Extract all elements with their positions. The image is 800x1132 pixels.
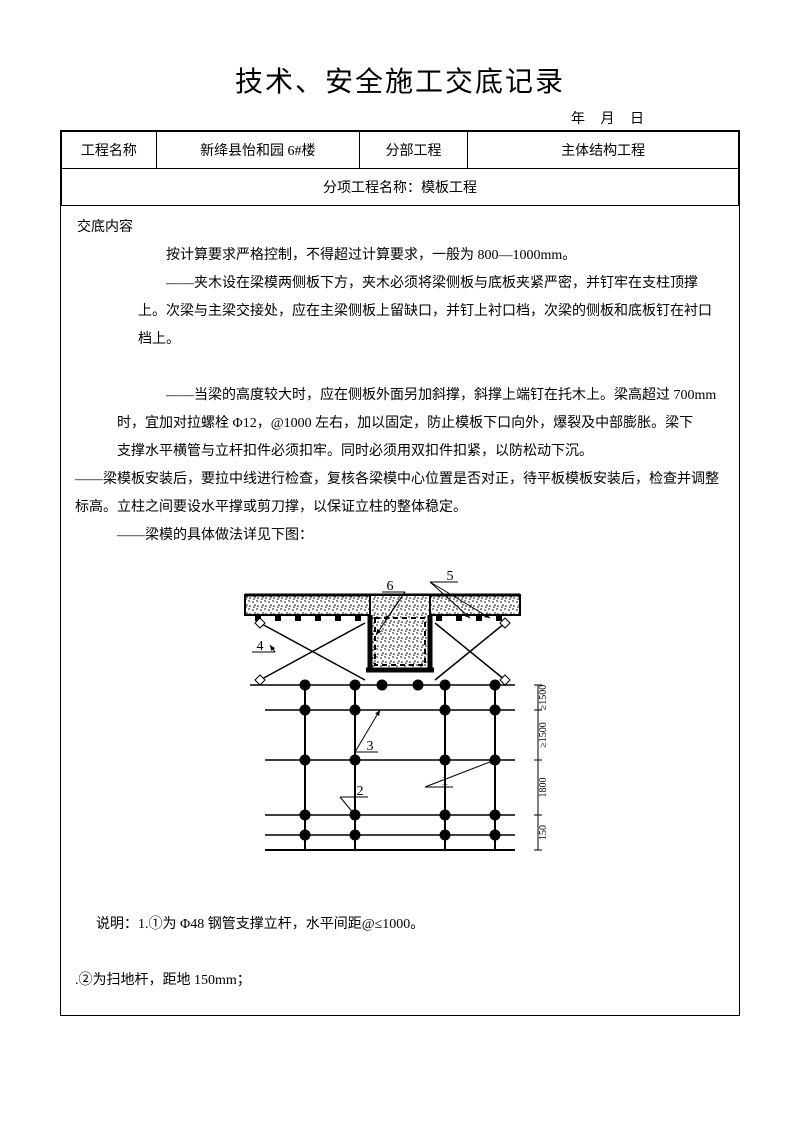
table-row: 工程名称 新绛县怡和园 6#楼 分部工程 主体结构工程 [62,132,739,169]
paragraph: 时，宜加对拉螺栓 Φ12，@1000 左右，加以固定，防止模板下口向外，爆裂及中… [75,410,725,438]
paragraph: 按计算要求严格控制，不得超过计算要求，一般为 800—1000mm。 [75,242,725,270]
paragraph: ——梁模的具体做法详见下图： [75,522,725,550]
content-label: 交底内容 [71,210,729,242]
paragraph: 支撑水平横管与立杆扣件必须扣牢。同时必须用双扣件扣紧，以防松动下沉。 [75,438,725,466]
svg-text:≥1500: ≥1500 [538,685,549,711]
paragraph: ——当梁的高度较大时，应在侧板外面另加斜撑，斜撑上端钉在托木上。梁高超过 700… [75,382,725,410]
value-project: 新绛县怡和园 6#楼 [156,132,359,169]
label-project: 工程名称 [62,132,157,169]
paragraph: ——夹木设在梁模两侧板下方，夹木必须将梁侧板与底板夹紧严密，并钉牢在支柱顶撑上。… [75,270,725,354]
page-title: 技术、安全施工交底记录 [60,60,740,100]
note: 说明：1.①为 Φ48 钢管支撑立杆，水平间距@≤1000。 [75,911,725,939]
table-row: 分项工程名称：模板工程 [62,169,739,206]
label-section: 分部工程 [359,132,467,169]
paragraph: ——梁模板安装后，要拉中线进行检查，复核各梁模中心位置是否对正，待平板模板安装后… [75,466,725,522]
document-frame: 工程名称 新绛县怡和园 6#楼 分部工程 主体结构工程 分项工程名称：模板工程 … [60,130,740,1016]
date-month: 月 [601,112,621,127]
note: .②为扫地杆，距地 150mm； [75,967,725,995]
svg-text:≥1500: ≥1500 [538,722,549,748]
beam-formwork-diagram: 564321≥1500≥15001800150 [220,560,580,860]
value-section: 主体结构工程 [468,132,739,169]
date-year: 年 [571,112,591,127]
diagram-container: 564321≥1500≥15001800150 [71,560,729,871]
subproject-row: 分项工程名称：模板工程 [62,169,739,206]
date-row: 年 月 日 [60,108,740,128]
date-day: 日 [630,112,650,127]
svg-text:150: 150 [538,825,549,840]
content-area: 交底内容 按计算要求严格控制，不得超过计算要求，一般为 800—1000mm。 … [61,206,739,1015]
header-table: 工程名称 新绛县怡和园 6#楼 分部工程 主体结构工程 分项工程名称：模板工程 [61,131,739,206]
svg-text:1800: 1800 [538,778,549,798]
